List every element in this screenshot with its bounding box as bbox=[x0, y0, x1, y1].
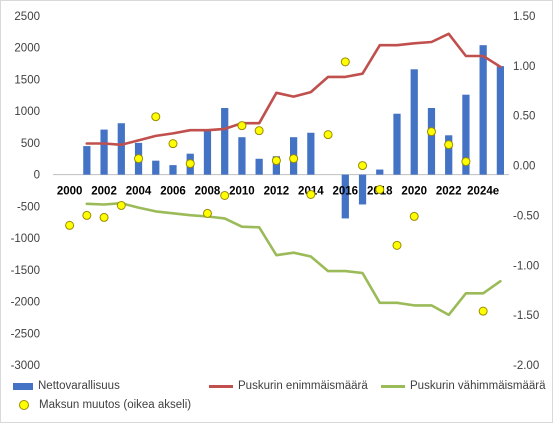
scatter-point bbox=[254, 126, 264, 136]
x-axis-tick-label: 2016 bbox=[333, 186, 359, 198]
bar bbox=[152, 160, 160, 175]
scatter-point bbox=[99, 212, 109, 222]
scatter-point bbox=[392, 240, 402, 250]
left-axis-tick-label: 2000 bbox=[14, 43, 40, 55]
scatter-point bbox=[426, 127, 436, 137]
scatter-point bbox=[116, 200, 126, 210]
x-axis-tick-label: 2012 bbox=[264, 186, 290, 198]
series-line-vahimmaismaara bbox=[85, 201, 502, 317]
right-axis-tick-label: 0.50 bbox=[513, 111, 535, 123]
x-axis-tick-label: 2006 bbox=[160, 186, 186, 198]
scatter-point bbox=[461, 157, 471, 167]
scatter-point bbox=[185, 159, 195, 169]
bar bbox=[100, 129, 108, 175]
legend-label: Puskurin enimmäismäärä bbox=[238, 380, 368, 392]
left-axis-tick-label: -1000 bbox=[11, 233, 40, 245]
left-axis-tick-label: 0 bbox=[34, 170, 40, 182]
legend-swatch-line bbox=[381, 384, 405, 388]
scatter-point bbox=[151, 112, 161, 122]
left-axis-tick-label: 2500 bbox=[14, 11, 40, 23]
scatter-point bbox=[271, 156, 281, 166]
legend-label: Maksun muutos (oikea akseli) bbox=[39, 399, 192, 411]
left-axis-tick-label: -1500 bbox=[11, 265, 40, 277]
bar bbox=[238, 137, 246, 175]
bar bbox=[496, 66, 505, 175]
bar bbox=[410, 69, 418, 175]
bar bbox=[117, 123, 125, 175]
scatter-point bbox=[478, 306, 488, 316]
legend-item-enimmaismaara: Puskurin enimmäismäärä bbox=[209, 380, 368, 392]
scatter-point bbox=[82, 210, 92, 220]
bar bbox=[393, 113, 401, 175]
legend-swatch-line bbox=[209, 384, 233, 388]
bar bbox=[479, 45, 487, 175]
bar bbox=[462, 94, 470, 175]
bar bbox=[358, 174, 367, 205]
bar bbox=[203, 130, 212, 175]
left-axis-tick-label: -2000 bbox=[11, 297, 40, 309]
legend-label: Puskurin vähimmäismäärä bbox=[410, 380, 546, 392]
left-axis-tick-label: -3000 bbox=[11, 360, 40, 372]
scatter-point bbox=[65, 220, 75, 230]
x-axis-tick-label: 2024e bbox=[467, 186, 499, 198]
scatter-point bbox=[358, 161, 368, 171]
scatter-point bbox=[202, 208, 212, 218]
bar bbox=[445, 135, 453, 175]
series-line-enimmaismaara bbox=[85, 32, 502, 147]
right-axis-tick-label: 1.50 bbox=[513, 11, 535, 23]
legend-item-vahimmaismaara: Puskurin vähimmäismäärä bbox=[381, 380, 546, 392]
bar bbox=[307, 132, 315, 175]
bar bbox=[272, 156, 281, 175]
scatter-point bbox=[220, 190, 230, 200]
right-axis-tick-label: -2.00 bbox=[513, 360, 539, 372]
bar bbox=[427, 108, 436, 175]
bar bbox=[376, 169, 384, 175]
bar bbox=[341, 174, 349, 219]
scatter-point bbox=[323, 130, 333, 140]
right-axis-tick-label: 0.00 bbox=[513, 161, 535, 173]
left-axis-tick-label: -2500 bbox=[11, 328, 40, 340]
scatter-point bbox=[168, 139, 178, 149]
scatter-point bbox=[444, 140, 454, 150]
right-axis-tick-label: -1.00 bbox=[513, 260, 539, 272]
bar bbox=[221, 108, 229, 175]
scatter-point bbox=[237, 121, 247, 131]
legend-label: Nettovarallisuus bbox=[38, 380, 120, 392]
scatter-point bbox=[134, 154, 144, 164]
right-axis-tick-label: 1.00 bbox=[513, 61, 535, 73]
x-axis-tick-label: 2010 bbox=[229, 186, 255, 198]
bar bbox=[255, 158, 263, 175]
x-axis-tick-label: 2000 bbox=[57, 186, 83, 198]
x-axis-tick-label: 2002 bbox=[91, 186, 117, 198]
x-axis-tick-label: 2008 bbox=[195, 186, 221, 198]
right-axis-tick-label: -0.50 bbox=[513, 210, 539, 222]
scatter-point bbox=[375, 185, 385, 195]
scatter-point bbox=[289, 154, 299, 164]
x-axis-tick-label: 2020 bbox=[401, 186, 427, 198]
left-axis-tick-label: 1500 bbox=[14, 74, 40, 86]
left-axis-tick-label: 1000 bbox=[14, 106, 40, 118]
x-axis-tick-label: 2004 bbox=[126, 186, 152, 198]
legend-swatch-dot bbox=[19, 400, 29, 410]
scatter-point bbox=[340, 57, 350, 67]
legend-item-maksun-muutos: Maksun muutos (oikea akseli) bbox=[13, 399, 191, 411]
bar bbox=[169, 165, 177, 175]
scatter-point bbox=[306, 189, 316, 199]
left-axis-tick-label: 500 bbox=[21, 138, 40, 150]
right-axis-tick-label: -1.50 bbox=[513, 310, 539, 322]
scatter-point bbox=[409, 211, 419, 221]
x-axis-tick-label: 2022 bbox=[436, 186, 462, 198]
left-axis-tick-label: -500 bbox=[17, 201, 40, 213]
legend-item-nettovarallisuus: Nettovarallisuus bbox=[13, 380, 120, 392]
bar bbox=[83, 146, 91, 175]
legend-swatch-bar bbox=[13, 382, 33, 390]
